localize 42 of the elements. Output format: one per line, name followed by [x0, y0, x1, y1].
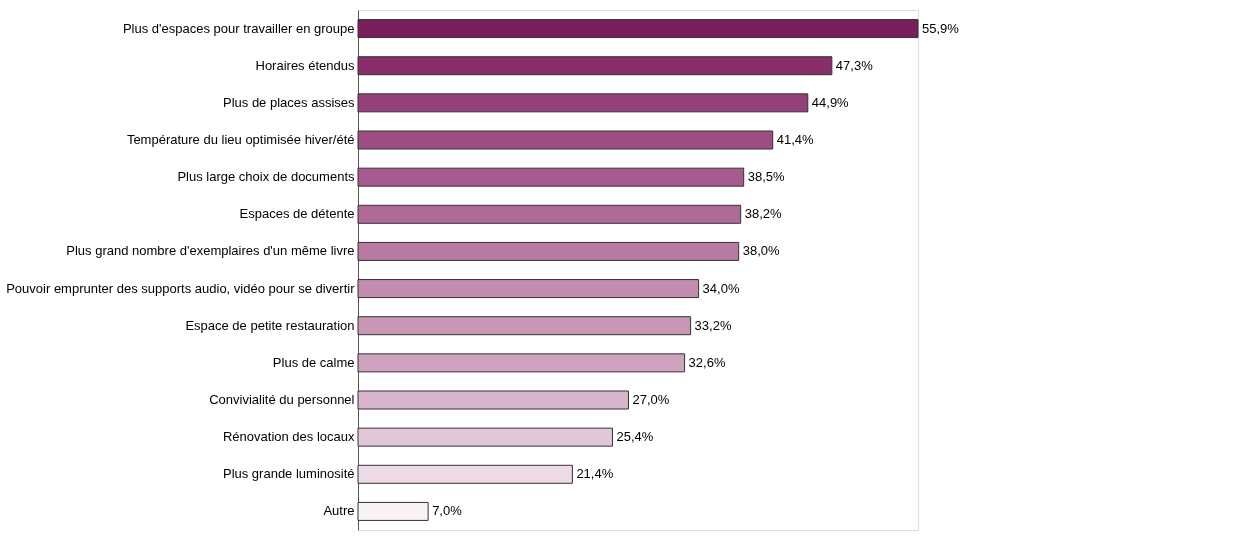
bar: [357, 241, 740, 261]
bar: [357, 464, 573, 484]
bar: [357, 167, 745, 187]
bar: [357, 279, 700, 299]
bar: [357, 501, 429, 521]
bar: [357, 390, 629, 410]
data-label: 27,0%: [632, 392, 670, 407]
bar: [357, 56, 833, 76]
bar: [357, 130, 774, 150]
bar: [357, 316, 692, 336]
data-label: 34,0%: [702, 280, 740, 296]
y-tick-label: Plus d'espaces pour travailler en groupe: [122, 20, 355, 36]
bar: [357, 204, 742, 224]
data-label: 41,4%: [776, 132, 815, 147]
data-label: 21,4%: [576, 466, 614, 482]
y-tick-label: Plus grand nombre d'exemplaires d'un même livre: [66, 243, 355, 259]
y-tick-label: Plus de calme: [272, 354, 355, 370]
data-label: 38,0%: [742, 243, 780, 259]
data-label: 38,5%: [747, 169, 785, 185]
y-tick-label: Autre: [323, 503, 355, 519]
y-tick-label: Pouvoir emprunter des supports audio, vidéo pour se divertir: [6, 280, 356, 296]
data-label: 55,9%: [922, 20, 960, 36]
data-label: 47,3%: [835, 57, 874, 73]
y-tick-label: Rénovation des locaux: [222, 429, 355, 445]
y-tick-label: Convivialité du personnel: [209, 392, 355, 407]
y-tick-label: Espace de petite restauration: [185, 317, 355, 333]
y-tick-label: Plus grande luminosité: [222, 466, 355, 482]
bar: [357, 93, 809, 113]
y-tick-label: Plus large choix de documents: [177, 169, 355, 185]
bar: [357, 427, 613, 447]
y-tick-label: Horaires étendus: [255, 57, 355, 73]
y-tick-label: Plus de places assises: [222, 94, 355, 110]
bar: [357, 353, 686, 373]
bar: [357, 19, 919, 39]
y-tick-label: Température du lieu optimisée hiver/été: [126, 132, 355, 147]
data-label: 32,6%: [688, 354, 726, 370]
data-label: 33,2%: [694, 317, 732, 333]
data-label: 38,2%: [744, 206, 782, 222]
y-tick-label: Espaces de détente: [239, 206, 355, 222]
data-label: 44,9%: [811, 94, 850, 110]
data-label: 7,0%: [432, 503, 463, 519]
data-label: 25,4%: [616, 429, 654, 445]
